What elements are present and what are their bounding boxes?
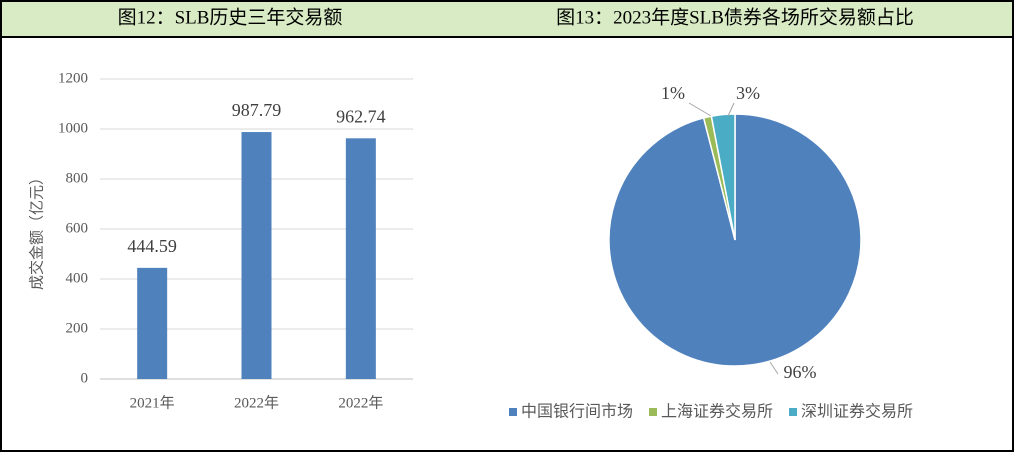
- chart-title: 图12：SLB历史三年交易额: [118, 6, 343, 28]
- data-label: 3%: [736, 83, 760, 103]
- y-tick-label: 400: [66, 270, 89, 286]
- y-tick-label: 200: [66, 320, 89, 336]
- y-tick-label: 1000: [58, 120, 88, 136]
- pie-slice: [710, 113, 736, 241]
- legend-swatch: [649, 408, 658, 416]
- x-tick-label: 2021年: [130, 394, 175, 411]
- chart-title: 图13：2023年度SLB债券各场所交易额占比: [556, 6, 914, 28]
- data-label: 444.59: [127, 236, 177, 256]
- header-bar: [2, 2, 1012, 36]
- x-tick-label: 2022年: [234, 394, 279, 411]
- bar: [345, 138, 376, 379]
- y-tick-label: 800: [66, 170, 89, 186]
- legend-label: 深圳证券交易所: [801, 402, 913, 421]
- leader-line: [688, 102, 712, 117]
- legend-label: 中国银行间市场: [521, 402, 633, 421]
- y-tick-label: 600: [66, 220, 89, 236]
- bar: [137, 267, 168, 379]
- bar: [241, 132, 272, 379]
- legend-swatch: [509, 408, 517, 416]
- legend-swatch: [789, 408, 798, 416]
- y-tick-label: 1200: [58, 70, 88, 86]
- data-label: 987.79: [232, 100, 282, 120]
- x-tick-label: 2022年: [338, 394, 383, 411]
- leader-line: [727, 102, 735, 117]
- leader-line: [769, 361, 779, 375]
- data-label: 962.74: [336, 106, 386, 126]
- y-tick-label: 0: [81, 370, 89, 386]
- y-axis-label: 成交金额（亿元）: [27, 170, 45, 290]
- legend-label: 上海证券交易所: [661, 402, 773, 421]
- data-label: 1%: [661, 83, 685, 103]
- data-label: 96%: [784, 362, 817, 382]
